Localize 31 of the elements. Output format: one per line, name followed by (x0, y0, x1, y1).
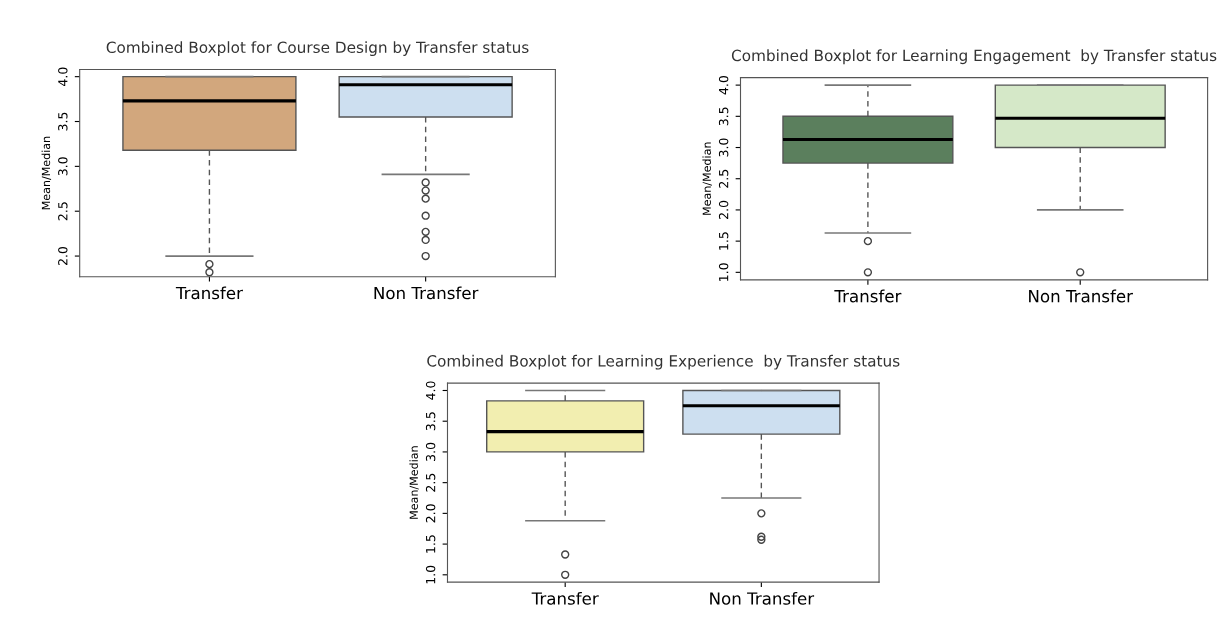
y-tick-label: 2.0 (718, 200, 729, 219)
y-tick-label: 1.0 (425, 565, 436, 584)
y-tick-label: 1.0 (718, 263, 729, 281)
y-tick-label: 3.0 (58, 157, 68, 176)
chart-title: Combined Boxplot for Course Design by Transfer status (106, 41, 529, 56)
chart-title: Combined Boxplot for Learning Experience by Transfer status (427, 354, 900, 370)
chart-title: Combined Boxplot for Learning Engagement by Transfer status (731, 49, 1217, 65)
x-tick-label: Transfer (531, 591, 599, 605)
y-tick-label: 3.0 (718, 138, 729, 157)
y-tick-label: 2.0 (425, 504, 436, 523)
y-tick-label: 3.5 (58, 112, 68, 131)
y-tick-label: 4.0 (58, 67, 68, 86)
y-tick-label: 3.5 (425, 412, 436, 431)
x-tick-label: Non Transfer (374, 286, 479, 300)
y-tick-label: 1.5 (719, 232, 729, 250)
x-tick-label: Non Transfer (1029, 289, 1133, 303)
y-tick-label: 2.5 (58, 202, 68, 221)
y-tick-label: 1.5 (426, 535, 436, 553)
y-axis-title: Mean/Median (41, 136, 52, 210)
y-tick-label: 4.0 (425, 381, 436, 400)
y-tick-label: 4.0 (718, 76, 729, 95)
y-tick-label: 3.5 (718, 107, 729, 126)
y-axis-title: Mean/Median (409, 446, 419, 519)
y-tick-label: 2.0 (58, 246, 68, 266)
y-axis-title: Mean/Median (702, 142, 712, 215)
y-tick-label: 3.0 (425, 442, 436, 461)
x-tick-label: Transfer (834, 289, 902, 303)
y-tick-label: 2.5 (718, 169, 729, 188)
x-tick-label: Non Transfer (710, 591, 815, 605)
y-tick-label: 2.5 (425, 473, 436, 492)
x-tick-label: Transfer (175, 286, 243, 300)
